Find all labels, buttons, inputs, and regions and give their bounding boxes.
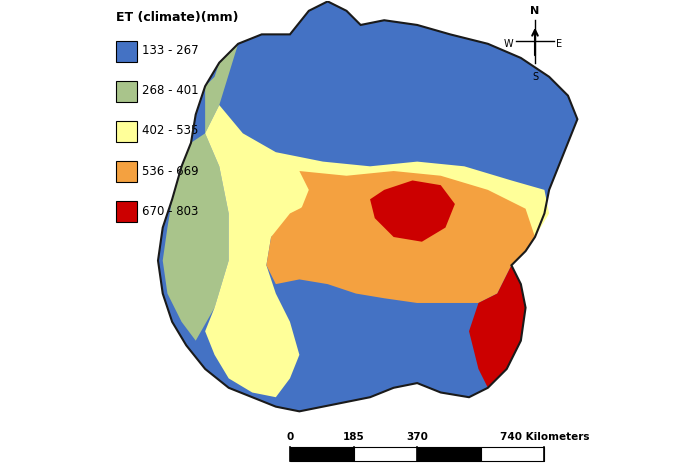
FancyBboxPatch shape (290, 447, 353, 461)
FancyBboxPatch shape (116, 161, 137, 182)
Text: 0: 0 (286, 432, 294, 442)
FancyBboxPatch shape (417, 447, 481, 461)
Text: N: N (530, 6, 540, 16)
Text: 268 - 401: 268 - 401 (141, 84, 198, 98)
FancyBboxPatch shape (116, 120, 137, 142)
FancyBboxPatch shape (116, 81, 137, 102)
FancyBboxPatch shape (481, 447, 545, 461)
Text: ET (climate)(mm): ET (climate)(mm) (116, 11, 238, 24)
FancyBboxPatch shape (116, 201, 137, 222)
Polygon shape (163, 44, 238, 341)
Text: S: S (532, 72, 538, 82)
Text: 536 - 669: 536 - 669 (141, 164, 198, 178)
Polygon shape (205, 105, 549, 397)
Polygon shape (370, 181, 455, 242)
Text: W: W (505, 39, 514, 49)
Text: 402 - 535: 402 - 535 (141, 125, 198, 137)
Text: 133 - 267: 133 - 267 (141, 45, 198, 57)
Text: 185: 185 (343, 432, 365, 442)
FancyBboxPatch shape (353, 447, 417, 461)
Polygon shape (158, 1, 577, 411)
FancyBboxPatch shape (116, 40, 137, 62)
Polygon shape (469, 265, 525, 388)
Text: E: E (556, 39, 562, 49)
Text: 370: 370 (406, 432, 428, 442)
Polygon shape (266, 171, 535, 303)
Text: 740 Kilometers: 740 Kilometers (500, 432, 589, 442)
Text: 670 - 803: 670 - 803 (141, 205, 198, 218)
